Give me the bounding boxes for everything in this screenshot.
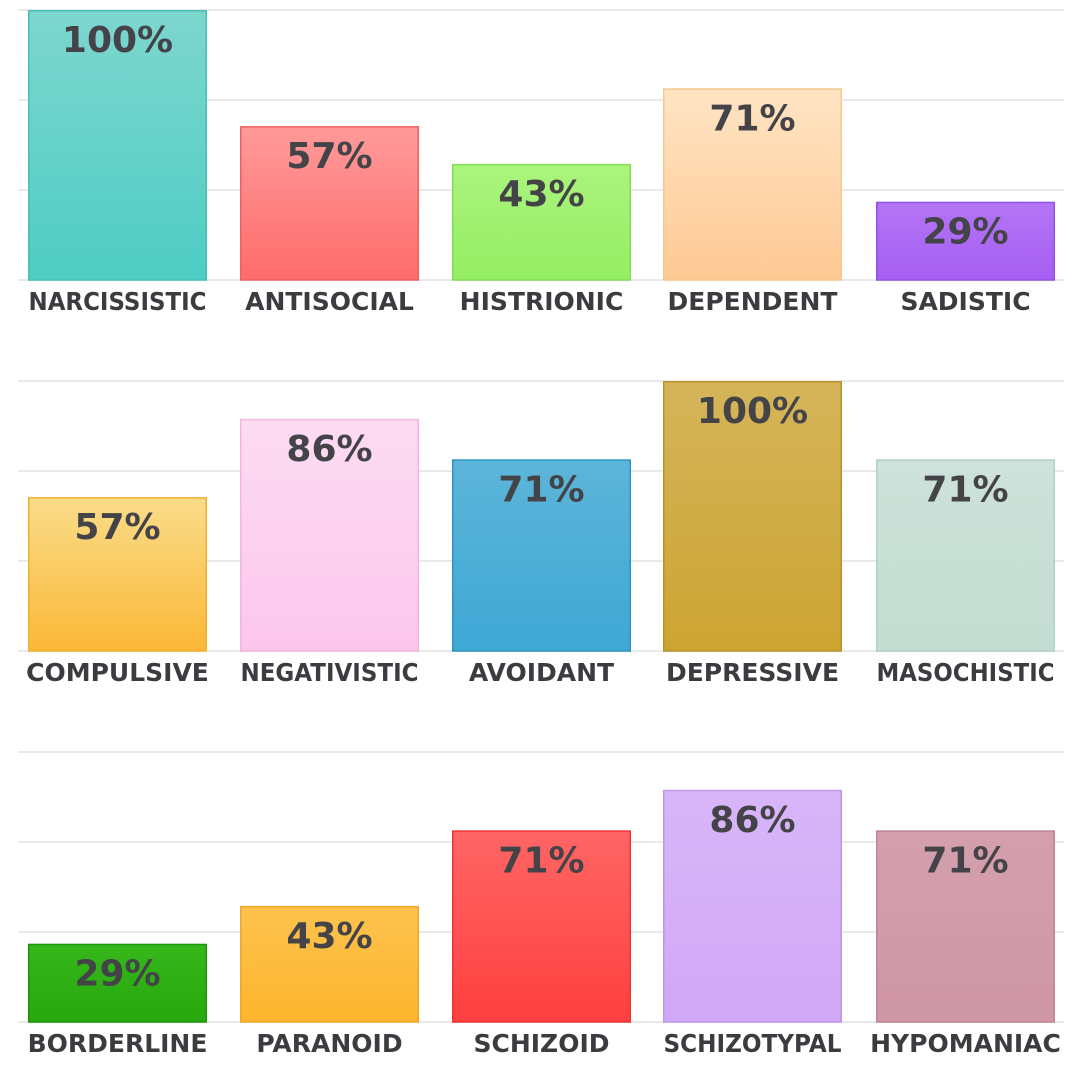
category-label-masochistic: MASOCHISTIC [877,658,1055,687]
category-label-sadistic: SADISTIC [900,287,1030,316]
value-label-compulsive: 57% [74,507,160,548]
value-label-schizotypal: 86% [709,800,795,841]
bar-antisocial [240,126,419,281]
category-label-histrionic: HISTRIONIC [460,287,624,316]
category-label-antisocial: ANTISOCIAL [245,287,414,316]
category-label-narcissistic: NARCISSISTIC [29,287,207,316]
value-label-negativistic: 86% [286,429,372,470]
bar-schizoid [452,830,631,1023]
category-label-schizotypal: SCHIZOTYPAL [664,1029,842,1058]
bar-chart-1: 100% NARCISSISTIC 57% ANTISOCIAL 43% HISTRION… [18,9,1064,316]
category-label-schizoid: SCHIZOID [473,1029,609,1058]
value-label-histrionic: 43% [498,174,584,215]
value-label-dependent: 71% [709,98,795,139]
bar-compulsive [28,497,207,652]
bar-negativistic [240,418,419,652]
bar-dependent [663,88,842,281]
category-label-dependent: DEPENDENT [668,287,838,316]
value-label-masochistic: 71% [922,469,1008,510]
bar-avoidant [452,459,631,652]
bar-chart-2: 57% COMPULSIVE 86% NEGATIVISTIC 71% AVOIDANT 1… [18,380,1064,687]
value-label-hypomaniac: 71% [922,840,1008,881]
value-label-avoidant: 71% [498,469,584,510]
bar-narcissistic [28,10,207,281]
bar-borderline [28,943,207,1023]
category-label-negativistic: NEGATIVISTIC [241,658,419,687]
bar-paranoid [240,905,419,1023]
category-label-depressive: DEPRESSIVE [666,658,839,687]
bar-chart-3: 29% BORDERLINE 43% PARANOID 71% SCHIZOID 86% SC… [18,751,1064,1058]
bar-masochistic [876,459,1055,652]
category-label-avoidant: AVOIDANT [469,658,614,687]
category-label-compulsive: COMPULSIVE [26,658,209,687]
value-label-antisocial: 57% [286,136,372,177]
value-label-depressive: 100% [697,391,808,432]
bar-depressive [663,381,842,652]
value-label-borderline: 29% [74,954,160,995]
bar-sadistic [876,201,1055,281]
bar-schizotypal [663,789,842,1023]
category-label-hypomaniac: HYPOMANIAC [870,1029,1061,1058]
category-label-borderline: BORDERLINE [28,1029,208,1058]
value-label-sadistic: 29% [922,212,1008,253]
value-label-narcissistic: 100% [62,20,173,61]
category-label-paranoid: PARANOID [256,1029,402,1058]
bar-histrionic [452,163,631,281]
value-label-paranoid: 43% [286,916,372,957]
bar-hypomaniac [876,830,1055,1023]
value-label-schizoid: 71% [498,840,584,881]
